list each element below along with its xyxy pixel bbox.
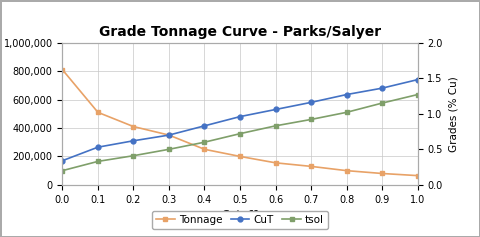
tsol — [166, 148, 172, 151]
tsol — [415, 93, 420, 96]
CuT — [95, 146, 101, 149]
Tonnage — [308, 165, 314, 168]
Tonnage — [344, 169, 349, 172]
CuT — [131, 139, 136, 142]
tsol — [273, 124, 278, 127]
tsol — [60, 169, 65, 172]
Line: tsol: tsol — [60, 92, 420, 173]
Tonnage — [415, 174, 420, 177]
tsol — [95, 160, 101, 163]
CuT — [415, 78, 420, 81]
CuT — [237, 115, 243, 118]
Tonnage — [95, 111, 101, 114]
CuT — [344, 93, 349, 96]
Tonnage — [166, 134, 172, 137]
Line: CuT: CuT — [60, 77, 420, 163]
CuT — [60, 159, 65, 162]
Tonnage — [202, 148, 207, 151]
CuT — [308, 101, 314, 104]
Tonnage — [379, 172, 385, 175]
CuT — [202, 124, 207, 127]
tsol — [379, 102, 385, 105]
tsol — [131, 154, 136, 157]
CuT — [166, 134, 172, 137]
Legend: Tonnage, CuT, tsol: Tonnage, CuT, tsol — [152, 211, 328, 229]
tsol — [308, 118, 314, 121]
X-axis label: Cutoff: Cutoff — [222, 210, 258, 220]
tsol — [202, 141, 207, 144]
CuT — [273, 108, 278, 111]
Y-axis label: Grades (% Cu): Grades (% Cu) — [448, 76, 458, 152]
CuT — [379, 87, 385, 90]
Title: Grade Tonnage Curve - Parks/Salyer: Grade Tonnage Curve - Parks/Salyer — [99, 25, 381, 39]
Tonnage — [60, 68, 65, 71]
tsol — [237, 132, 243, 135]
Line: Tonnage: Tonnage — [60, 67, 420, 178]
Tonnage — [131, 125, 136, 128]
Tonnage — [237, 155, 243, 158]
tsol — [344, 111, 349, 114]
Tonnage — [273, 161, 278, 164]
